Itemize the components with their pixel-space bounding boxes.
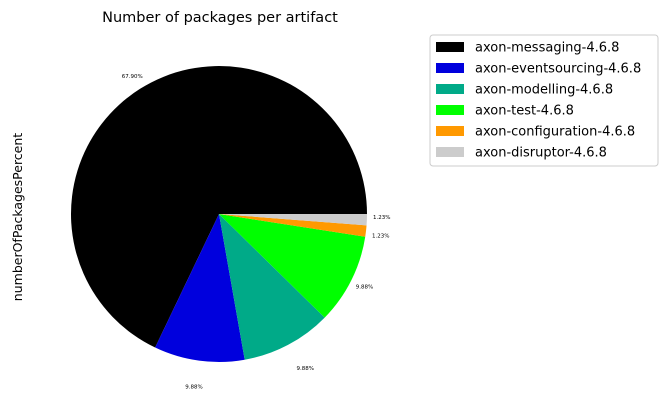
legend-label: axon-messaging-4.6.8 <box>475 41 619 56</box>
legend-label: axon-test-4.6.8 <box>475 104 574 119</box>
pie-slice <box>219 214 367 226</box>
legend-swatch <box>436 126 464 136</box>
legend-label: axon-disruptor-4.6.8 <box>475 146 607 161</box>
percent-label: 67.90% <box>122 74 143 80</box>
legend-label: axon-modelling-4.6.8 <box>475 83 613 98</box>
legend-label: axon-eventsourcing-4.6.8 <box>475 62 641 77</box>
legend: axon-messaging-4.6.8 axon-eventsourcing-4… <box>429 34 659 167</box>
legend-swatch <box>436 147 464 157</box>
pie-slice <box>71 66 368 348</box>
legend-swatch <box>436 105 464 115</box>
percent-label: 9.88% <box>185 385 202 391</box>
pie-slice <box>219 214 325 360</box>
pie-slice <box>219 214 366 318</box>
percent-label: 9.88% <box>297 366 314 372</box>
pie-slice <box>155 214 245 363</box>
percent-label: 1.23% <box>373 215 390 221</box>
chart-title: Number of packages per artifact <box>102 10 338 26</box>
pie-slice <box>219 214 367 237</box>
y-axis-label: numberOfPackagesPercent <box>10 133 25 301</box>
percent-label: 1.23% <box>372 233 389 239</box>
pie-slices <box>71 66 368 363</box>
legend-swatch <box>436 84 464 94</box>
legend-box <box>429 34 659 167</box>
legend-label: axon-configuration-4.6.8 <box>475 125 635 140</box>
legend-swatch <box>436 63 464 73</box>
legend-swatch <box>436 42 464 52</box>
percent-label: 9.88% <box>356 285 373 291</box>
percent-labels: 67.90% 9.88% 9.88% 9.88% 1.23% 1.23% <box>122 74 391 391</box>
